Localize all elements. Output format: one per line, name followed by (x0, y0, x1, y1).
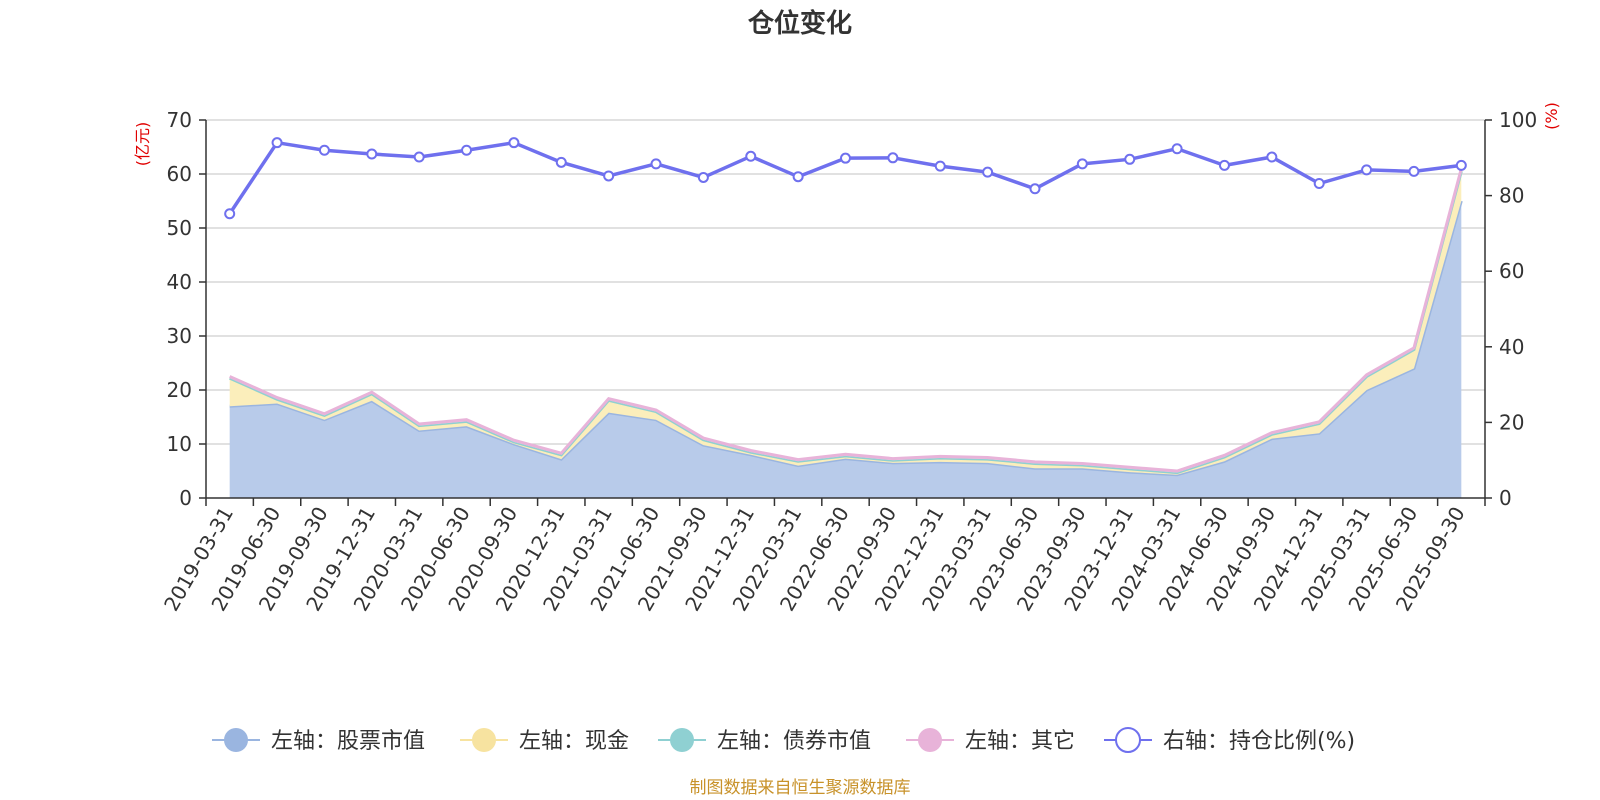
legend-marker-4 (1115, 727, 1141, 753)
ratio-point (1076, 158, 1088, 170)
ratio-series (224, 137, 1467, 220)
ratio-point (1266, 151, 1278, 163)
right-tick-label: 100 (1499, 108, 1537, 132)
left-tick-label: 50 (167, 216, 192, 240)
right-axis-unit: (%) (1542, 102, 1561, 130)
ratio-point (792, 171, 804, 183)
right-tick-label: 40 (1499, 335, 1524, 359)
legend-label-3: 左轴：其它 (965, 729, 1075, 754)
ratio-point (508, 137, 520, 149)
chart-title: 仓位变化 (747, 8, 852, 39)
ratio-point (745, 150, 757, 162)
ratio-point (840, 152, 851, 164)
area-0 (229, 201, 1462, 498)
ratio-point (697, 171, 709, 183)
stacked-areas (229, 168, 1463, 498)
grid-lines (206, 119, 1485, 445)
left-tick-label: 20 (167, 378, 192, 402)
source-note: 制图数据来自恒生聚源数据库 (690, 778, 911, 798)
ratio-point (1124, 153, 1136, 165)
ratio-point (318, 144, 330, 156)
ratio-point (413, 151, 425, 163)
ratio-point (982, 166, 994, 178)
ratio-point (1218, 159, 1230, 171)
ratio-point (650, 158, 662, 170)
ratio-point (555, 156, 567, 168)
legend-label-1: 左轴：现金 (519, 729, 629, 754)
ratio-point (366, 148, 378, 160)
ratio-point (1455, 159, 1467, 171)
ratio-point (271, 137, 283, 149)
axes: 0102030405060700204060801002019-03-31201… (159, 108, 1537, 615)
ratio-point (1361, 164, 1373, 176)
left-tick-label: 40 (167, 270, 192, 294)
right-tick-label: 20 (1499, 410, 1524, 434)
legend: 左轴：股票市值 左轴：现金 左轴：债券市值 左轴：其它 右轴：持仓比例(%) (212, 727, 1355, 754)
left-tick-label: 10 (167, 432, 192, 456)
ratio-point (461, 144, 473, 156)
ratio-point (887, 152, 899, 164)
left-tick-label: 0 (179, 486, 192, 510)
ratio-point (1171, 143, 1183, 155)
ratio-point (1313, 178, 1325, 190)
ratio-point (224, 208, 236, 220)
ratio-point (603, 170, 615, 182)
left-tick-label: 70 (167, 108, 192, 132)
legend-label-2: 左轴：债券市值 (717, 729, 871, 754)
ratio-point (1408, 165, 1420, 177)
legend-marker-2 (670, 728, 694, 752)
legend-marker-0 (224, 728, 248, 752)
right-tick-label: 80 (1499, 184, 1524, 208)
right-tick-label: 0 (1499, 486, 1512, 510)
right-tick-label: 60 (1499, 259, 1524, 283)
left-tick-label: 30 (167, 324, 192, 348)
legend-marker-3 (918, 728, 942, 752)
ratio-point (934, 160, 946, 172)
legend-marker-1 (472, 728, 496, 752)
legend-label-0: 左轴：股票市值 (271, 729, 425, 754)
ratio-point (1029, 183, 1041, 195)
left-axis-unit: (亿元) (133, 122, 152, 167)
legend-label-4: 右轴：持仓比例(%) (1163, 729, 1355, 754)
area-line-3 (229, 168, 1463, 473)
left-tick-label: 60 (167, 162, 192, 186)
